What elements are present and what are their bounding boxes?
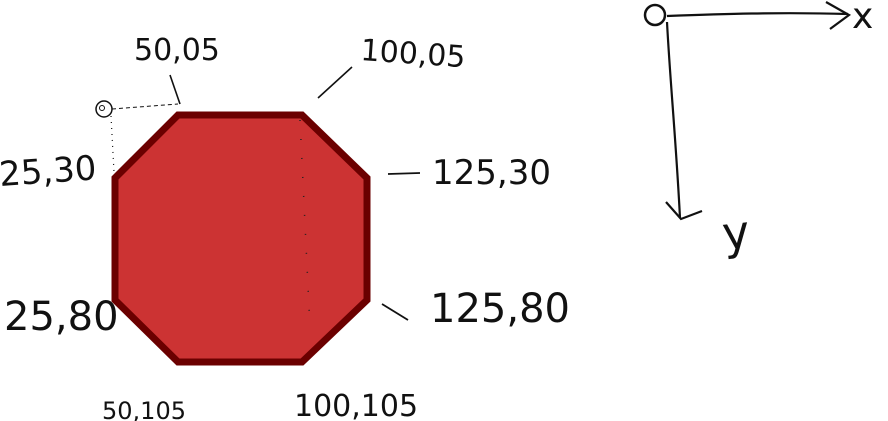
x-axis-arrowhead xyxy=(826,2,849,29)
y-axis-arrowhead xyxy=(666,202,702,219)
pointer-100-05 xyxy=(318,67,352,98)
pointer-125-80 xyxy=(382,304,408,320)
label-vertex-100-105: 100,105 xyxy=(294,389,418,421)
guide-dotted-vertical xyxy=(111,116,114,172)
axes-origin-circle xyxy=(645,5,665,25)
octagon-shape xyxy=(115,115,367,362)
x-axis-label: x xyxy=(852,0,873,37)
y-axis-label: y xyxy=(720,204,753,261)
origin-marker-dot xyxy=(100,106,105,111)
guide-dashed-horizontal xyxy=(112,104,178,109)
label-vertex-50-05: 50,05 xyxy=(134,33,220,68)
y-axis-line xyxy=(667,22,680,218)
label-vertex-100-05: 100,05 xyxy=(359,33,466,75)
label-vertex-25-30: 25,30 xyxy=(0,148,98,195)
x-axis-line xyxy=(667,13,848,16)
pointer-125-30 xyxy=(388,173,420,174)
label-vertex-125-30: 125,30 xyxy=(432,153,551,193)
label-vertex-125-80: 125,80 xyxy=(430,286,570,332)
label-vertex-25-80: 25,80 xyxy=(4,294,119,340)
label-vertex-50-105: 50,105 xyxy=(102,397,186,421)
pointer-50-05 xyxy=(170,75,180,104)
